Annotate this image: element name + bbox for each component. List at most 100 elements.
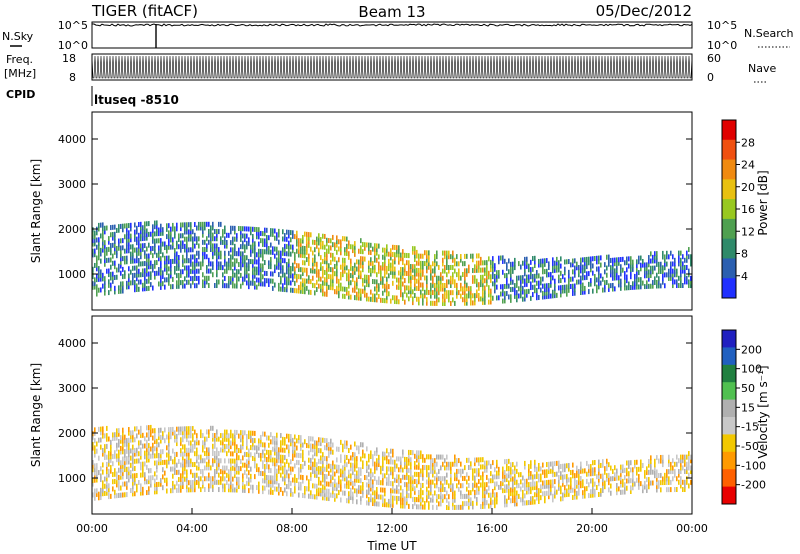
- data-cell: [268, 260, 270, 266]
- data-cell: [360, 274, 362, 280]
- data-cell: [292, 477, 294, 483]
- data-cell: [206, 275, 208, 281]
- data-cell: [624, 485, 626, 491]
- colorbar-tick-label: -50: [741, 440, 759, 453]
- data-cell: [546, 258, 548, 264]
- data-cell: [484, 482, 486, 488]
- data-cell: [398, 496, 400, 502]
- data-cell: [126, 230, 128, 236]
- data-cell: [414, 249, 416, 255]
- data-cell: [430, 468, 432, 474]
- data-cell: [232, 283, 234, 289]
- data-cell: [176, 251, 178, 257]
- data-cell: [228, 250, 230, 256]
- data-cell: [440, 497, 442, 503]
- data-cell: [258, 248, 260, 254]
- data-cell: [552, 464, 554, 470]
- data-cell: [570, 262, 572, 268]
- data-cell: [274, 461, 276, 467]
- data-cell: [354, 244, 356, 250]
- data-cell: [180, 226, 182, 232]
- data-cell: [208, 261, 210, 267]
- data-cell: [686, 254, 688, 260]
- data-cell: [360, 478, 362, 484]
- data-cell: [200, 458, 202, 464]
- data-cell: [348, 448, 350, 454]
- data-cell: [540, 262, 542, 268]
- data-cell: [288, 466, 290, 472]
- data-cell: [144, 443, 146, 449]
- data-cell: [168, 223, 170, 229]
- data-cell: [588, 464, 590, 470]
- data-cell: [122, 266, 124, 272]
- data-cell: [614, 261, 616, 267]
- data-cell: [510, 261, 512, 267]
- data-cell: [616, 268, 618, 274]
- data-cell: [624, 281, 626, 287]
- data-cell: [196, 268, 198, 274]
- data-cell: [204, 279, 206, 285]
- data-cell: [346, 444, 348, 450]
- data-cell: [306, 257, 308, 263]
- data-cell: [254, 252, 256, 258]
- data-cell: [490, 259, 492, 265]
- data-cell: [230, 444, 232, 450]
- data-cell: [612, 468, 614, 474]
- data-cell: [202, 472, 204, 478]
- data-cell: [450, 479, 452, 485]
- data-cell: [190, 429, 192, 435]
- data-cell: [314, 461, 316, 467]
- data-cell: [182, 233, 184, 239]
- data-cell: [676, 279, 678, 285]
- data-cell: [428, 501, 430, 507]
- data-cell: [526, 289, 528, 295]
- data-cell: [352, 266, 354, 272]
- data-cell: [488, 478, 490, 484]
- data-cell: [236, 469, 238, 475]
- data-cell: [308, 479, 310, 485]
- data-cell: [386, 283, 388, 289]
- data-cell: [396, 248, 398, 254]
- data-cell: [206, 265, 208, 271]
- data-cell: [446, 282, 448, 288]
- data-cell: [96, 291, 98, 297]
- data-cell: [504, 487, 506, 493]
- data-cell: [126, 438, 128, 444]
- data-cell: [194, 443, 196, 449]
- data-cell: [540, 287, 542, 293]
- data-cell: [534, 459, 536, 465]
- data-cell: [474, 482, 476, 488]
- data-cell: [404, 288, 406, 294]
- data-cell: [420, 450, 422, 456]
- data-cell: [132, 484, 134, 490]
- data-cell: [162, 252, 164, 258]
- data-cell: [274, 282, 276, 288]
- data-cell: [324, 466, 326, 472]
- data-cell: [104, 490, 106, 496]
- data-cell: [144, 271, 146, 277]
- colorbar-frame: [721, 329, 737, 505]
- data-cell: [144, 253, 146, 259]
- data-cell: [420, 454, 422, 460]
- data-cell: [494, 495, 496, 501]
- data-cell: [530, 489, 532, 495]
- data-cell: [510, 491, 512, 497]
- data-cell: [330, 492, 332, 498]
- data-cell: [194, 254, 196, 260]
- data-cell: [594, 488, 596, 494]
- data-cell: [650, 283, 652, 289]
- data-cell: [132, 459, 134, 465]
- data-cell: [428, 257, 430, 263]
- data-cell: [276, 246, 278, 252]
- data-cell: [430, 264, 432, 270]
- data-cell: [520, 275, 522, 281]
- data-cell: [650, 269, 652, 275]
- data-cell: [188, 232, 190, 238]
- data-cell: [450, 468, 452, 474]
- data-cell: [258, 467, 260, 473]
- data-cell: [126, 248, 128, 254]
- data-cell: [392, 280, 394, 286]
- colorbar-tick-label: 16: [741, 203, 755, 216]
- data-cell: [128, 284, 130, 290]
- data-cell: [292, 266, 294, 272]
